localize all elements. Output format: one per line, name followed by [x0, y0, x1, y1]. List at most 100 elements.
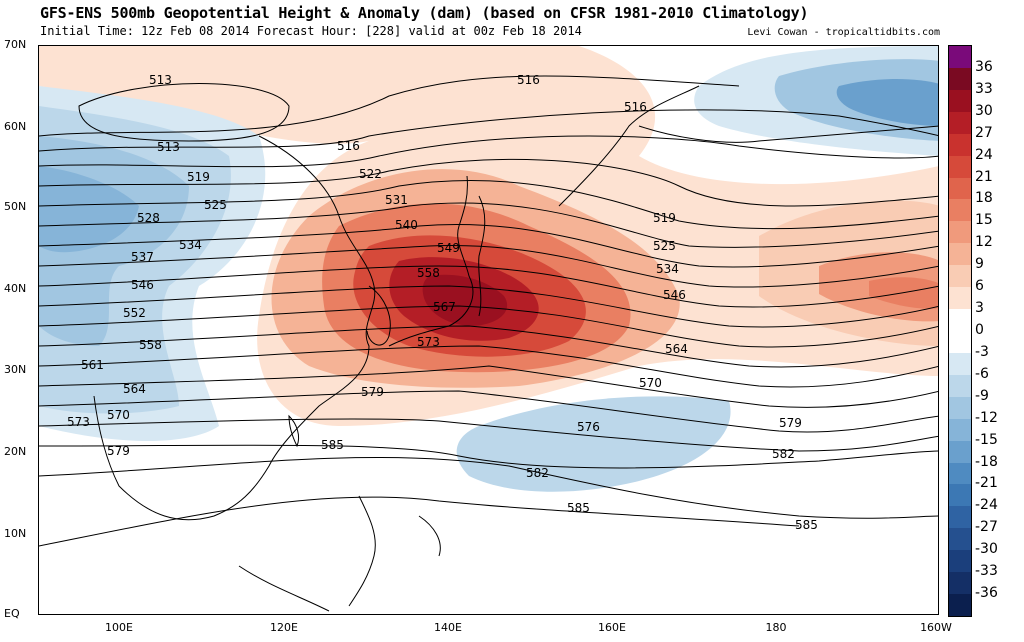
contour-label: 552 — [123, 306, 146, 320]
map-svg: 513 513 519 516 516 516 522 519 525 528 … — [39, 46, 938, 612]
contour-label: 558 — [417, 266, 440, 280]
colorbar-segment — [949, 265, 971, 288]
colorbar-segment — [949, 89, 971, 112]
colorbar-tick-label: 21 — [975, 168, 993, 185]
contour-label: 561 — [81, 358, 104, 372]
colorbar-segment — [949, 309, 971, 331]
contour-label: 537 — [131, 250, 154, 264]
colorbar-segment — [949, 111, 971, 134]
contour-label: 522 — [359, 167, 382, 181]
lat-label: 20N — [4, 445, 27, 458]
map-panel: 513 513 519 516 516 516 522 519 525 528 … — [38, 45, 939, 615]
contour-label: 513 — [157, 140, 180, 154]
colorbar-tick-label: 3 — [975, 300, 984, 317]
colorbar-segment — [949, 528, 971, 551]
contour-label: 564 — [665, 342, 688, 356]
lon-label: 160E — [598, 621, 626, 634]
colorbar-segment — [949, 221, 971, 244]
lat-label: 60N — [4, 120, 27, 133]
colorbar-segment — [949, 440, 971, 463]
colorbar-segment — [949, 418, 971, 441]
contour-label: 582 — [772, 447, 795, 461]
colorbar-tick-label: -30 — [975, 541, 998, 558]
colorbar-segment — [949, 550, 971, 573]
colorbar-tick-label: -21 — [975, 475, 998, 492]
colorbar-tick-label: 0 — [975, 322, 984, 338]
contour-label: 579 — [361, 385, 384, 399]
anomaly-colorbar — [948, 45, 972, 617]
colorbar-segment — [949, 594, 971, 616]
contour-label: 516 — [624, 100, 647, 114]
lat-label: EQ — [4, 607, 20, 620]
chart-title: GFS-ENS 500mb Geopotential Height & Anom… — [40, 4, 809, 22]
contour-label: 513 — [149, 73, 172, 87]
contour-label: 573 — [417, 335, 440, 349]
colorbar-segment — [949, 133, 971, 156]
colorbar-tick-label: -12 — [975, 409, 998, 426]
lon-label: 100E — [105, 621, 133, 634]
colorbar-segment — [949, 67, 971, 90]
contour-label: 546 — [663, 288, 686, 302]
contour-label: 585 — [567, 501, 590, 515]
contour-label: 534 — [656, 262, 679, 276]
contour-label: 525 — [204, 198, 227, 212]
contour-label: 540 — [395, 218, 418, 232]
contour-label: 585 — [321, 438, 344, 452]
colorbar-segment — [949, 46, 971, 68]
colorbar-tick-label: 18 — [975, 190, 993, 207]
contour-label: 519 — [653, 211, 676, 225]
lon-label: 180 — [765, 621, 787, 634]
lat-label: 10N — [4, 527, 27, 540]
colorbar-tick-label: -24 — [975, 497, 998, 514]
colorbar-segment — [949, 199, 971, 222]
contour-label: 570 — [639, 376, 662, 390]
contour-label: 531 — [385, 193, 408, 207]
contour-labels: 513 513 519 516 516 516 522 519 525 528 … — [67, 73, 818, 532]
colorbar-tick-label: -33 — [975, 563, 998, 580]
colorbar-segment — [949, 177, 971, 200]
colorbar-tick-label: 27 — [975, 124, 993, 141]
contour-label: 519 — [187, 170, 210, 184]
chart-subtitle: Initial Time: 12z Feb 08 2014 Forecast H… — [40, 24, 582, 38]
colorbar-tick-label: 36 — [975, 58, 993, 75]
colorbar-tick-label: -9 — [975, 387, 989, 404]
lon-label: 140E — [434, 621, 462, 634]
lat-label: 30N — [4, 363, 27, 376]
colorbar-tick-label: 24 — [975, 146, 993, 163]
contour-label: 516 — [517, 73, 540, 87]
colorbar-tick-label: -27 — [975, 519, 998, 536]
contour-label: 579 — [779, 416, 802, 430]
contour-label: 528 — [137, 211, 160, 225]
contour-label: 585 — [795, 518, 818, 532]
negative-anomaly-shading — [39, 46, 938, 492]
contour-label: 546 — [131, 278, 154, 292]
contour-label: 567 — [433, 300, 456, 314]
contour-label: 579 — [107, 444, 130, 458]
colorbar-segment — [949, 374, 971, 397]
colorbar-tick-label: 30 — [975, 102, 993, 119]
colorbar-segment — [949, 287, 971, 310]
contour-label: 573 — [67, 415, 90, 429]
contour-label: 564 — [123, 382, 146, 396]
contour-label: 534 — [179, 238, 202, 252]
author-credit: Levi Cowan - tropicaltidbits.com — [747, 27, 940, 38]
colorbar-segment — [949, 330, 971, 353]
colorbar-tick-label: -6 — [975, 365, 989, 382]
contour-label: 582 — [526, 466, 549, 480]
coastlines — [93, 85, 938, 612]
colorbar-tick-label: 6 — [975, 278, 984, 295]
lat-label: 70N — [4, 38, 27, 51]
colorbar-segment — [949, 462, 971, 485]
colorbar-segment — [949, 484, 971, 507]
contour-label: 525 — [653, 239, 676, 253]
contour-label: 549 — [437, 241, 460, 255]
contour-label: 570 — [107, 408, 130, 422]
contour-label: 516 — [337, 139, 360, 153]
colorbar-tick-label: -18 — [975, 453, 998, 470]
colorbar-tick-label: 15 — [975, 212, 993, 229]
colorbar-tick-label: 9 — [975, 256, 984, 273]
colorbar-tick-label: 12 — [975, 234, 993, 251]
height-contours — [39, 75, 938, 547]
lat-label: 50N — [4, 200, 27, 213]
colorbar-segment — [949, 506, 971, 529]
